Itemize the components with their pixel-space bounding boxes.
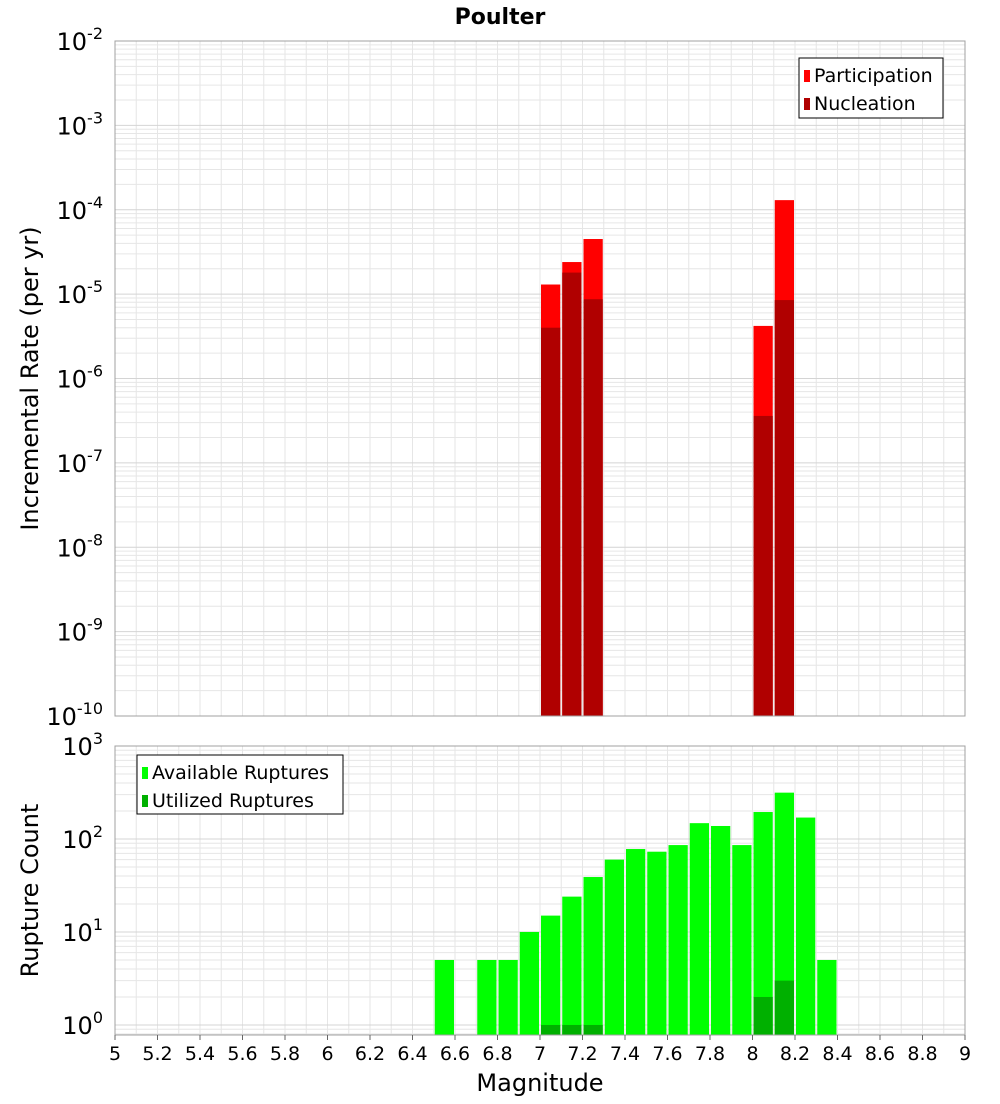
rate-legend-swatch xyxy=(804,98,810,110)
count-xtick-label: 9 xyxy=(959,1043,971,1065)
count-legend-label: Available Ruptures xyxy=(152,762,329,784)
count-ytick-label: 101 xyxy=(62,915,103,947)
rate-ytick-label: 10-8 xyxy=(57,530,104,562)
count-ytick-label: 102 xyxy=(62,822,103,854)
count-xlabel: Magnitude xyxy=(476,1069,603,1097)
count-bar-available-ruptures xyxy=(796,817,816,1035)
rate-bar-nucleation xyxy=(562,272,582,716)
count-legend-label: Utilized Ruptures xyxy=(152,790,314,812)
count-xtick-label: 6.6 xyxy=(440,1043,470,1065)
count-xtick-label: 7 xyxy=(534,1043,546,1065)
rate-legend-label: Nucleation xyxy=(814,93,916,115)
count-xtick-label: 5.4 xyxy=(185,1043,215,1065)
count-bar-utilized-ruptures xyxy=(562,1024,582,1035)
rate-ylabel: Incremental Rate (per yr) xyxy=(16,226,44,530)
count-xtick-label: 6.2 xyxy=(355,1043,385,1065)
rate-panel: 10-10 10-9 10-8 10-7 10-6 10-5 10-4 10-3 10-2 Inc… xyxy=(16,24,966,731)
count-xtick-label: 6.8 xyxy=(482,1043,512,1065)
count-bar-available-ruptures xyxy=(774,792,794,1035)
rate-legend-swatch xyxy=(804,70,810,82)
count-bar-available-ruptures xyxy=(604,859,624,1035)
count-xtick-label: 8.2 xyxy=(780,1043,810,1065)
rate-ytick-label: 10-10 xyxy=(46,699,103,731)
count-bar-utilized-ruptures xyxy=(541,1024,561,1035)
count-ytick-label: 103 xyxy=(62,729,103,761)
rate-ytick-label: 10-9 xyxy=(57,615,104,647)
count-legend-swatch xyxy=(142,795,148,807)
count-xtick-label: 5.8 xyxy=(270,1043,300,1065)
count-legend-box xyxy=(136,754,344,815)
count-xtick-label: 7.4 xyxy=(610,1043,640,1065)
rate-bar-nucleation xyxy=(541,327,561,716)
rate-legend-label: Participation xyxy=(814,65,933,87)
count-bar-available-ruptures xyxy=(753,812,773,1035)
count-xtick-label: 7.8 xyxy=(695,1043,725,1065)
count-bar-utilized-ruptures xyxy=(774,980,794,1035)
count-bar-utilized-ruptures xyxy=(583,1024,603,1035)
count-bar-available-ruptures xyxy=(647,851,667,1035)
count-xtick-label: 8 xyxy=(746,1043,758,1065)
rate-bar-nucleation xyxy=(753,415,773,716)
count-xtick-label: 7.6 xyxy=(652,1043,682,1065)
count-bar-available-ruptures xyxy=(583,877,603,1035)
count-bar-available-ruptures xyxy=(434,959,454,1035)
count-bar-available-ruptures xyxy=(498,959,518,1035)
count-xtick-label: 6 xyxy=(321,1043,333,1065)
rate-bar-nucleation xyxy=(774,300,794,716)
count-xtick-label: 8.8 xyxy=(907,1043,937,1065)
rate-ytick-label: 10-2 xyxy=(57,24,104,56)
count-bar-available-ruptures xyxy=(689,823,709,1035)
count-legend-swatch xyxy=(142,767,148,779)
count-bar-available-ruptures xyxy=(668,845,688,1035)
rate-ytick-label: 10-5 xyxy=(57,277,104,309)
rate-bar-nucleation xyxy=(583,299,603,716)
count-xtick-label: 7.2 xyxy=(567,1043,597,1065)
count-bar-available-ruptures xyxy=(519,931,539,1035)
count-bar-available-ruptures xyxy=(817,959,837,1035)
count-bar-available-ruptures xyxy=(626,849,646,1035)
count-ylabel: Rupture Count xyxy=(16,804,44,978)
count-xtick-label: 5.2 xyxy=(142,1043,172,1065)
count-bar-available-ruptures xyxy=(732,845,752,1035)
count-bar-available-ruptures xyxy=(541,915,561,1035)
count-bar-available-ruptures xyxy=(477,959,497,1035)
rate-ytick-label: 10-6 xyxy=(57,362,104,394)
rate-ytick-label: 10-7 xyxy=(57,446,104,478)
rate-ytick-label: 10-3 xyxy=(57,108,104,140)
count-xtick-label: 8.6 xyxy=(865,1043,895,1065)
count-ytick-label: 100 xyxy=(62,1008,103,1040)
count-xtick-label: 5.6 xyxy=(227,1043,257,1065)
count-bar-utilized-ruptures xyxy=(753,996,773,1035)
count-bar-available-ruptures xyxy=(562,896,582,1035)
chart-title: Poulter xyxy=(455,5,546,30)
rate-ytick-label: 10-4 xyxy=(57,193,104,225)
count-xtick-label: 8.4 xyxy=(822,1043,852,1065)
count-xtick-label: 6.4 xyxy=(397,1043,427,1065)
rate-plot-frame xyxy=(114,40,966,717)
count-xtick-label: 5 xyxy=(109,1043,121,1065)
rate-legend-box xyxy=(798,57,944,119)
count-bar-available-ruptures xyxy=(711,825,731,1035)
count-panel: 100 101 102 103 Rupture Count Available Ruptu… xyxy=(16,729,971,1097)
